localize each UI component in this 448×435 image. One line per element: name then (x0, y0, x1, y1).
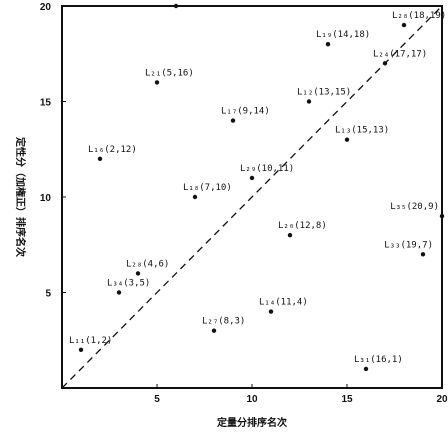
data-point (363, 366, 369, 372)
point-label: L₁₇(9,14) (221, 107, 270, 117)
y-tick-label: 15 (40, 98, 52, 109)
point-label: L₁₂(13,15) (297, 88, 351, 98)
data-point (116, 290, 122, 295)
point-label: L₁₈(7,10) (183, 183, 232, 193)
data-point (249, 175, 255, 181)
point-label: L₃₄(3,5) (107, 279, 150, 289)
data-point (401, 22, 407, 28)
y-axis-ticks: 5 10 15 20 (40, 2, 66, 300)
point-label: L₁₄(11,4) (259, 298, 308, 308)
x-tick-label: 20 (436, 394, 448, 405)
point-label: L₃₁(16,1) (354, 355, 403, 365)
point-label: L₂₂(6,20) (164, 0, 213, 2)
point-label: L₂₀(12,8) (278, 221, 327, 231)
data-point (420, 252, 426, 257)
data-point (97, 156, 103, 161)
data-point (173, 3, 179, 9)
data-point (439, 213, 445, 219)
data-point (306, 99, 312, 104)
point-label: L₃₅(20,9) (390, 202, 439, 212)
data-point (230, 118, 236, 123)
point-label: L₁₁(1,2) (69, 336, 112, 346)
y-axis-title: 定性分（加権正）排序名次 (14, 137, 27, 257)
x-axis-ticks: 5 10 15 20 (154, 384, 448, 405)
data-point (154, 80, 160, 85)
point-label: L₁₆(2,12) (88, 145, 137, 155)
data-point (192, 194, 198, 200)
data-point (382, 61, 388, 66)
x-axis-title: 定量分排序名次 (217, 416, 287, 429)
point-label: L₃₃(19,7) (384, 240, 433, 250)
point-label: L₁₃(15,13) (335, 126, 389, 136)
point-label: L₂₉(10,11) (240, 164, 294, 174)
y-tick-label: 5 (45, 289, 51, 300)
reference-diagonal-line (61, 5, 443, 389)
data-point (325, 42, 331, 47)
y-tick-label: 10 (40, 193, 52, 204)
point-label: L₂₄(17,17) (373, 49, 427, 59)
data-point (268, 309, 274, 314)
data-point (78, 347, 84, 352)
point-label: L₂₁(5,16) (145, 68, 194, 78)
point-label: L₁₉(14,18) (316, 30, 370, 40)
x-tick-label: 10 (246, 394, 258, 405)
point-label: L₂₇(8,3) (202, 317, 245, 327)
point-label: L₂₈(4,6) (126, 259, 169, 269)
x-tick-label: 15 (341, 394, 353, 405)
data-points: L₁₁(1,2) L₁₆(2,12) L₃₄(3,5) L₂₈(4,6) L₂₁(5,1… (69, 0, 446, 372)
data-point (211, 328, 217, 333)
point-label: L₂₈(18,19) (392, 11, 446, 21)
data-point (135, 271, 141, 276)
data-point (287, 233, 293, 238)
data-point (344, 137, 350, 142)
x-tick-label: 5 (154, 394, 160, 405)
y-tick-label: 20 (40, 2, 52, 13)
